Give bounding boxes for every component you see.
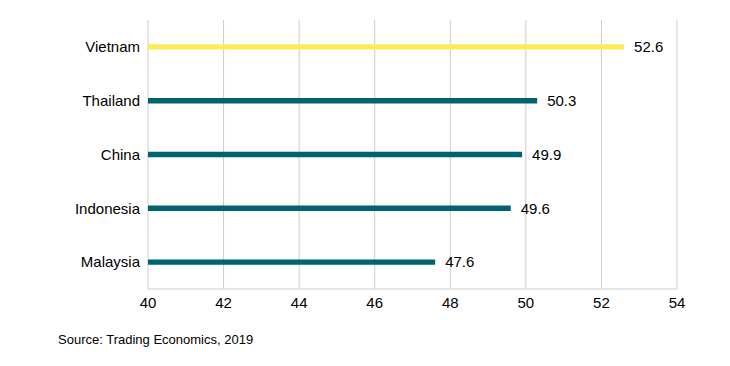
svg-text:Vietnam: Vietnam [85, 38, 140, 55]
svg-text:Indonesia: Indonesia [75, 200, 141, 217]
svg-text:46: 46 [366, 294, 383, 311]
svg-text:52.6: 52.6 [634, 38, 663, 55]
svg-text:49.9: 49.9 [532, 146, 561, 163]
svg-text:Thailand: Thailand [82, 92, 140, 109]
svg-text:49.6: 49.6 [521, 200, 550, 217]
svg-text:52: 52 [593, 294, 610, 311]
html-text:Source: Trading Economics, 201: Source: Trading Economics, 2019 [58, 332, 254, 347]
svg-text:Malaysia: Malaysia [81, 253, 141, 270]
svg-text:44: 44 [291, 294, 308, 311]
svg-text:48: 48 [442, 294, 459, 311]
svg-text:50: 50 [518, 294, 535, 311]
svg-text:40: 40 [140, 294, 157, 311]
svg-text:42: 42 [215, 294, 232, 311]
svg-text:54: 54 [669, 294, 686, 311]
svg-text:50.3: 50.3 [547, 92, 576, 109]
svg-text:China: China [101, 146, 141, 163]
svg-text:47.6: 47.6 [445, 253, 474, 270]
